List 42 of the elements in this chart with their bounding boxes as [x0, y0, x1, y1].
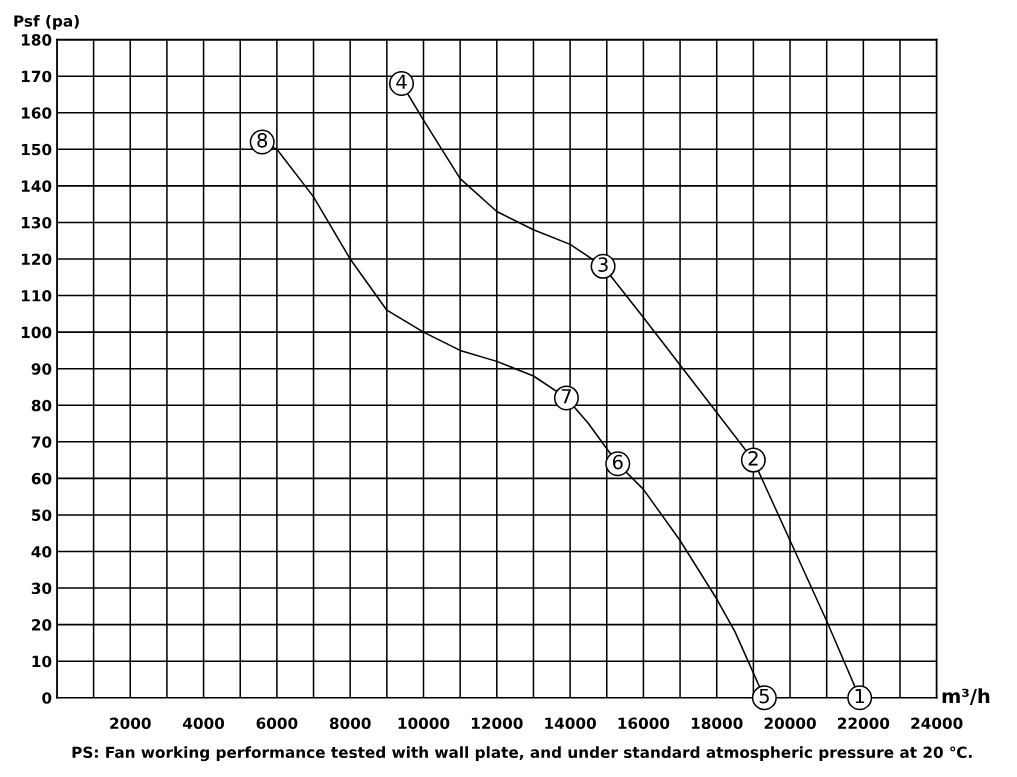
y-tick-label: 170	[21, 70, 52, 83]
x-tick-label: 20000	[764, 717, 816, 730]
y-tick-label: 180	[21, 34, 52, 46]
annotation: 6	[612, 454, 623, 470]
y-tick-label: 150	[21, 143, 52, 156]
y-tick-label: 30	[31, 582, 52, 595]
x-tick-label: 24000	[911, 717, 963, 730]
x-tick-label: 16000	[618, 717, 670, 730]
y-tick-label: 60	[31, 472, 52, 485]
y-axis-title: Psf (pa)	[14, 14, 79, 30]
x-axis-title: m³/h	[942, 688, 990, 705]
annotation: 7	[561, 389, 571, 404]
x-tick-label: 2000	[110, 717, 151, 730]
annotation: 5	[759, 688, 769, 704]
y-tick-label: 20	[32, 619, 52, 631]
y-tick-label: 90	[31, 363, 52, 375]
text: PS: Fan working performance tested with wall plate, and under standard atmospheric pressure at 20 ℃.	[72, 746, 972, 762]
y-tick-label: 130	[21, 216, 52, 229]
y-tick-label: 160	[21, 107, 52, 119]
annotation: 8	[257, 132, 268, 148]
x-tick-label: 14000	[545, 717, 596, 730]
x-tick-label: 18000	[691, 717, 743, 730]
y-tick-label: 80	[31, 399, 52, 412]
x-tick-label: 12000	[471, 717, 523, 730]
y-tick-label: 120	[21, 253, 52, 266]
y-tick-label: 100	[21, 326, 52, 339]
x-tick-label: 22000	[837, 717, 890, 730]
annotation: 1	[855, 688, 865, 704]
y-tick-label: 70	[31, 436, 52, 448]
y-tick-label: 10	[32, 655, 52, 668]
y-tick-label: 40	[31, 545, 52, 558]
annotation: 3	[598, 257, 608, 272]
annotation: 4	[396, 74, 407, 89]
x-tick-label: 10000	[398, 717, 450, 730]
y-tick-label: 0	[42, 692, 52, 704]
x-tick-label: 8000	[329, 717, 371, 730]
annotation: 2	[748, 451, 758, 466]
y-tick-label: 110	[21, 290, 52, 302]
y-tick-label: 140	[21, 180, 52, 192]
x-tick-label: 6000	[256, 717, 298, 730]
y-tick-label: 50	[32, 509, 52, 521]
x-tick-label: 4000	[183, 717, 225, 730]
